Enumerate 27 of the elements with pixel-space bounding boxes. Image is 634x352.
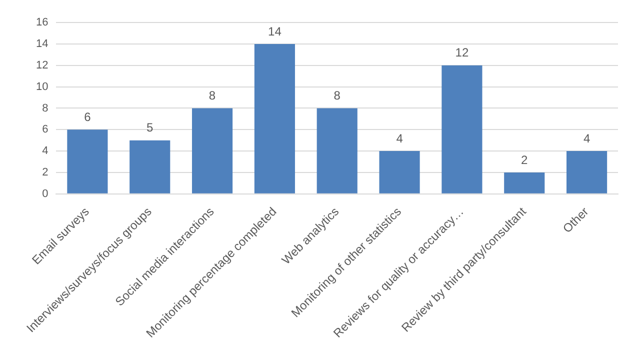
y-tick-label: 0 [42, 188, 48, 200]
bar [566, 151, 608, 194]
data-label: 4 [396, 131, 404, 146]
data-label: 6 [84, 110, 92, 124]
bar [254, 44, 295, 194]
data-label: 8 [334, 88, 341, 103]
data-label: 14 [268, 24, 282, 38]
y-tick-label: 4 [42, 145, 48, 158]
data-label: 5 [146, 120, 154, 135]
bar [379, 151, 420, 194]
data-label: 12 [455, 46, 469, 60]
y-tick-label: 10 [36, 80, 48, 93]
bar [192, 108, 233, 194]
data-label: 2 [521, 152, 528, 167]
bar [316, 108, 358, 194]
bar [67, 130, 108, 194]
y-tick-label: 14 [36, 38, 48, 50]
bar [130, 140, 170, 194]
data-label: 4 [583, 131, 590, 146]
y-tick-label: 8 [42, 102, 48, 114]
bar [504, 172, 545, 194]
y-tick-label: 2 [42, 166, 48, 178]
y-tick-label: 6 [42, 124, 48, 136]
bar [442, 65, 482, 194]
y-tick-label: 16 [36, 16, 48, 29]
y-tick-label: 12 [36, 59, 48, 72]
data-label: 8 [208, 88, 216, 103]
